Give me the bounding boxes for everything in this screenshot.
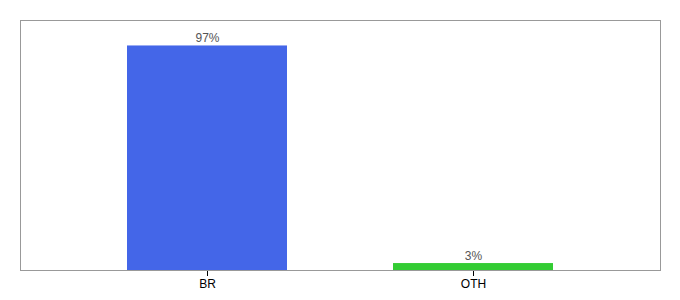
svg-text:3%: 3%	[465, 249, 483, 263]
svg-text:BR: BR	[199, 277, 216, 291]
svg-text:OTH: OTH	[461, 277, 486, 291]
svg-text:97%: 97%	[195, 31, 219, 45]
